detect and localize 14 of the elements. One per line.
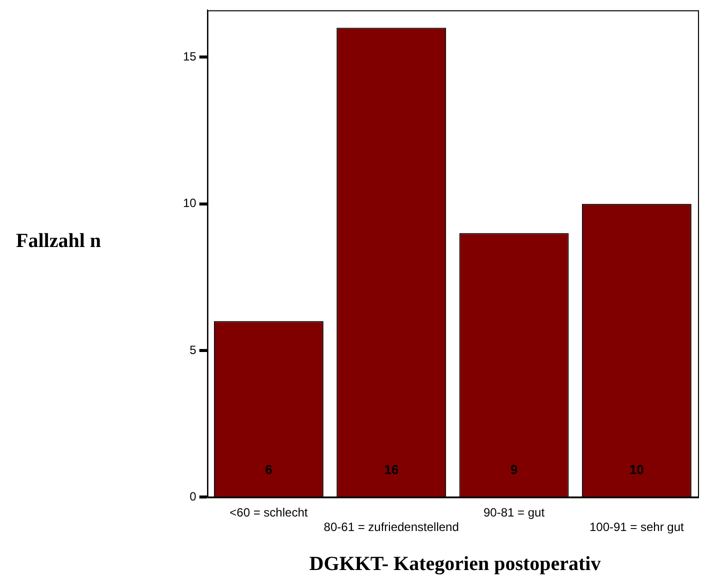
data-label: 9 xyxy=(510,462,518,477)
y-axis-title: Fallzahl n xyxy=(16,230,102,253)
data-label: 6 xyxy=(265,462,272,477)
x-tick-label: 80-61 = zufriedenstellend xyxy=(324,520,459,534)
y-tick-label: 10 xyxy=(182,196,197,210)
x-tick-label: 100-91 = sehr gut xyxy=(589,520,685,534)
y-tick-label: 0 xyxy=(190,490,197,504)
x-axis-title: DGKKT- Kategorien postoperativ xyxy=(308,553,602,576)
y-tick-label: 5 xyxy=(190,342,197,357)
x-tick-label: <60 = schlecht xyxy=(230,506,308,520)
y-tick-label: 15 xyxy=(182,49,197,64)
data-label: 16 xyxy=(384,462,399,477)
data-label: 10 xyxy=(629,462,644,477)
x-tick-label: 90-81 = gut xyxy=(483,506,546,520)
